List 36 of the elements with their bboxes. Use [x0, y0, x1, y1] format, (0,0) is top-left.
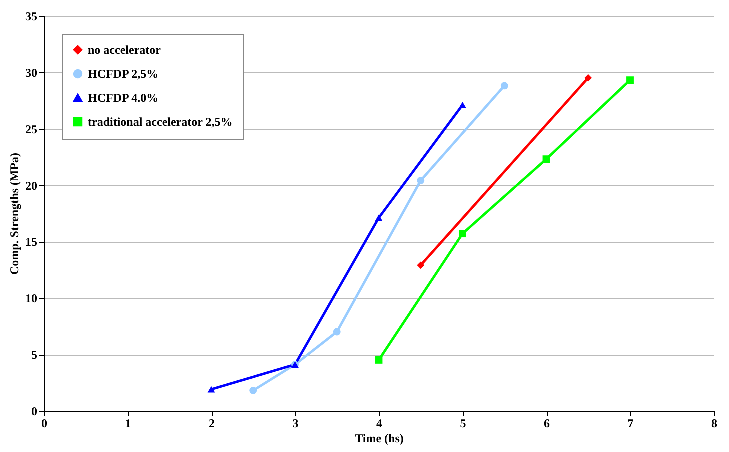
- y-tick-label: 15: [26, 235, 38, 250]
- point: [250, 386, 258, 394]
- x-tick-label: 1: [125, 416, 132, 430]
- x-tick-label: 0: [42, 416, 48, 430]
- point: [375, 356, 383, 364]
- x-tick-label: 4: [376, 416, 382, 430]
- legend-label: HCFDP 4.0%: [88, 91, 159, 105]
- point: [500, 82, 508, 90]
- y-axis-title: Comp. Strengths (MPa): [8, 152, 22, 276]
- y-tick-label: 5: [32, 348, 38, 362]
- y-tick-label: 35: [26, 10, 38, 24]
- legend-label: no accelerator: [88, 43, 162, 57]
- legend-label: HCFDP 2,5%: [88, 67, 159, 81]
- y-tick-label: 10: [26, 292, 38, 306]
- y-tick-label: 30: [26, 66, 38, 80]
- x-tick-label: 8: [712, 416, 718, 430]
- x-axis-title: Time (hs): [355, 432, 404, 446]
- point: [584, 74, 592, 82]
- y-tick-label: 25: [26, 122, 38, 136]
- x-tick-label: 6: [544, 416, 550, 430]
- point: [333, 328, 341, 336]
- point: [542, 156, 550, 164]
- y-tick-label: 0: [32, 404, 38, 418]
- x-tick-label: 7: [628, 416, 634, 430]
- legend-label: traditional accelerator 2,5%: [88, 115, 233, 129]
- x-tick-label: 2: [209, 416, 215, 430]
- x-tick-label: 3: [292, 416, 299, 430]
- x-tick-label: 5: [460, 416, 466, 430]
- point: [417, 177, 425, 184]
- point: [375, 214, 383, 222]
- point: [626, 76, 634, 84]
- point: [459, 230, 466, 238]
- point: [417, 262, 425, 270]
- point: [208, 386, 216, 393]
- point: [459, 102, 466, 108]
- y-tick-label: 20: [26, 178, 38, 193]
